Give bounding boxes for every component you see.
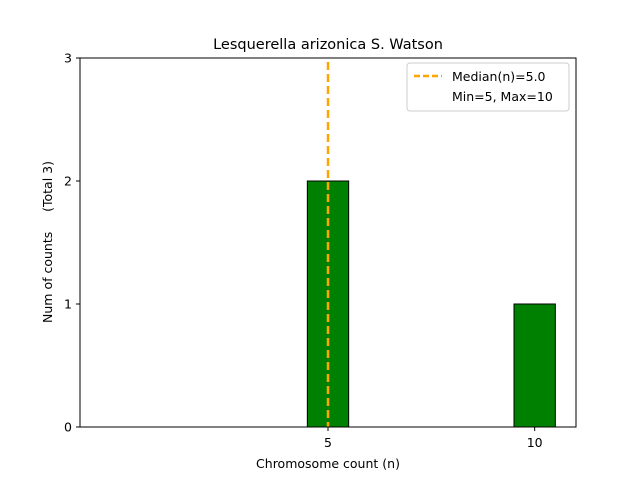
y-tick-label: 1 bbox=[64, 297, 72, 312]
y-axis-label: Num of counts (Total 3) bbox=[40, 161, 55, 323]
y-tick-label: 3 bbox=[64, 51, 72, 66]
bar-10 bbox=[513, 303, 556, 428]
legend-box bbox=[406, 62, 570, 112]
legend-entry-median: Median(n)=5.0 bbox=[452, 69, 546, 84]
y-tick-label: 0 bbox=[64, 420, 72, 435]
legend: Median(n)=5.0 Min=5, Max=10 bbox=[406, 62, 570, 112]
legend-entry-min-max: Min=5, Max=10 bbox=[452, 89, 553, 104]
y-tick-label: 2 bbox=[64, 174, 72, 189]
x-axis-label: Chromosome count (n) bbox=[256, 456, 400, 471]
chart-title: Lesquerella arizonica S. Watson bbox=[213, 37, 443, 53]
x-tick-label: 10 bbox=[527, 435, 543, 450]
x-ticks: 5 10 bbox=[324, 427, 543, 450]
y-ticks: 0 1 2 3 bbox=[64, 51, 80, 435]
x-tick-label: 5 bbox=[324, 435, 332, 450]
